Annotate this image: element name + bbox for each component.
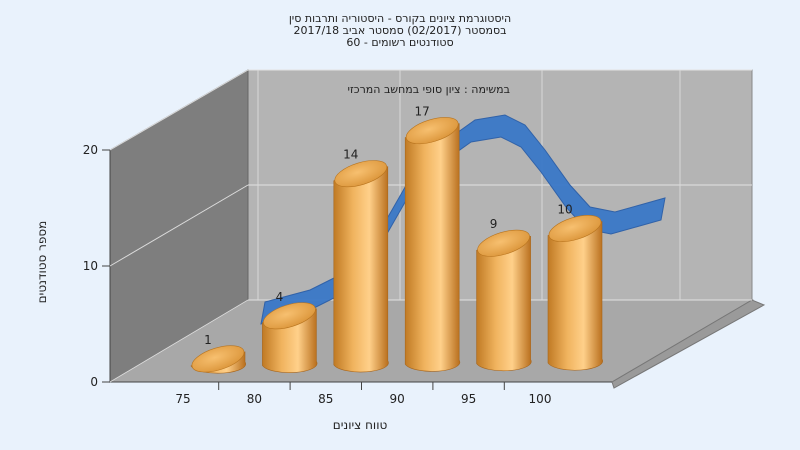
bar-top bbox=[477, 229, 530, 257]
task-label: במשימה : ציון סופי במחשב המרכזי bbox=[347, 83, 511, 96]
x-tick-label: 85 bbox=[318, 392, 333, 406]
bar-value-label: 10 bbox=[557, 202, 572, 216]
bar-80: 4 bbox=[262, 290, 318, 373]
floor-edge bbox=[611, 299, 766, 389]
gridline-side bbox=[109, 184, 249, 267]
x-tick-label: 100 bbox=[529, 392, 552, 406]
bar-90: 17 bbox=[404, 105, 461, 372]
x-tick-label: 80 bbox=[247, 392, 262, 406]
x-axis-label: טווח ציונים bbox=[332, 418, 388, 432]
bar-value-label: 1 bbox=[204, 333, 212, 347]
y-tick-label: 0 bbox=[90, 375, 98, 389]
y-axis-label: מספר סטודנטים bbox=[35, 220, 49, 304]
chart-title-line-3: סטודנטים רשומים - 60 bbox=[346, 36, 454, 49]
gridline-side bbox=[109, 299, 249, 383]
y-tick-label: 20 bbox=[83, 143, 98, 157]
bar-value-label: 4 bbox=[276, 290, 284, 304]
y-tick-label: 10 bbox=[83, 259, 98, 273]
bar-value-label: 17 bbox=[415, 105, 430, 119]
bar-top bbox=[191, 345, 245, 373]
bar-top bbox=[405, 117, 459, 145]
bar-100: 10 bbox=[547, 202, 603, 371]
x-tick-label: 95 bbox=[461, 392, 476, 406]
bar-top bbox=[334, 160, 388, 188]
bar-75: 1 bbox=[190, 333, 246, 374]
bar-value-label: 9 bbox=[490, 217, 498, 231]
bar-body bbox=[333, 166, 389, 373]
bar-body bbox=[404, 123, 461, 372]
x-tick-label: 75 bbox=[175, 392, 190, 406]
gridline-side bbox=[109, 69, 249, 151]
chart-title-line-2: בסמסטר (02/2017) סמסטר אביב 2017/18 bbox=[293, 24, 507, 37]
chart-title-line-1: היסטוגרמת ציונים בקורס - היסטוריה ותרבות… bbox=[288, 12, 512, 25]
x-tick-label: 90 bbox=[390, 392, 405, 406]
bar-value-label: 14 bbox=[343, 148, 358, 162]
bar-85: 14 bbox=[333, 148, 389, 373]
bar-body bbox=[476, 235, 532, 372]
bar-top bbox=[263, 302, 316, 330]
bar-body bbox=[547, 221, 603, 371]
bar-top bbox=[548, 215, 602, 242]
bar-95: 9 bbox=[476, 217, 532, 372]
